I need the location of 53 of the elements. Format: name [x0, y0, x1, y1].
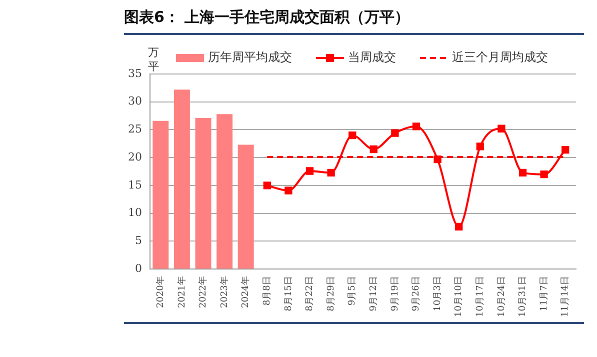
point [348, 131, 356, 140]
legend-label: 近三个月周均成交 [452, 50, 548, 64]
x-tick-label: 8月29日 [326, 276, 336, 312]
x-tick-label: 2021年 [176, 276, 188, 308]
x-tick-label: 9月5日 [348, 276, 358, 306]
bar [216, 114, 233, 269]
x-tick-label: 11月7日 [539, 276, 550, 312]
point [412, 122, 420, 130]
point [455, 222, 463, 231]
x-tick-label: 10月24日 [496, 276, 507, 317]
x-tick-label: 8月22日 [305, 276, 316, 312]
y-tick-label: 25 [128, 122, 142, 136]
y-tick-label: 20 [128, 150, 142, 164]
y-tick-label: 35 [128, 66, 142, 80]
point [391, 129, 399, 137]
x-tick-label: 10月10日 [454, 276, 464, 317]
point [540, 170, 548, 178]
y-tick-label: 5 [134, 234, 142, 248]
y-axis-title: 万平 [148, 46, 160, 74]
y-tick-label: 30 [128, 94, 142, 108]
point [284, 186, 292, 194]
bar [195, 118, 212, 269]
x-tick-label: 9月12日 [368, 276, 379, 312]
y-tick-label: 10 [128, 206, 142, 220]
point [434, 155, 442, 164]
bar [174, 90, 190, 269]
x-tick-label: 2023年 [218, 276, 230, 308]
x-tick-label: 2024年 [240, 276, 252, 308]
point [263, 182, 271, 190]
point [562, 146, 570, 154]
x-tick-label: 11月14日 [560, 276, 571, 317]
x-tick-label: 10月17日 [475, 276, 486, 317]
x-tick-label: 10月31日 [518, 276, 528, 317]
point [370, 145, 378, 154]
y-tick-label: 15 [128, 178, 142, 192]
point [306, 167, 314, 175]
chart-title: 图表6： 上海一手住宅周成交面积（万平） [124, 8, 584, 35]
x-tick-label: 8月15日 [284, 276, 294, 312]
x-tick-label: 8月8日 [262, 276, 272, 306]
x-tick-label: 2022年 [198, 276, 209, 308]
point [518, 168, 527, 176]
bar [238, 144, 254, 269]
legend-label: 历年周平均成交 [208, 50, 292, 64]
x-tick-label: 2020年 [154, 276, 166, 308]
point [327, 168, 335, 176]
point [498, 124, 506, 132]
x-tick-label: 9月26日 [412, 276, 422, 312]
bar [152, 120, 169, 269]
point [476, 142, 484, 150]
legend-label: 当周成交 [348, 50, 396, 64]
y-tick-label: 0 [134, 262, 142, 275]
x-tick-label: 10月3日 [432, 276, 443, 312]
x-tick-label: 9月19日 [390, 276, 400, 312]
